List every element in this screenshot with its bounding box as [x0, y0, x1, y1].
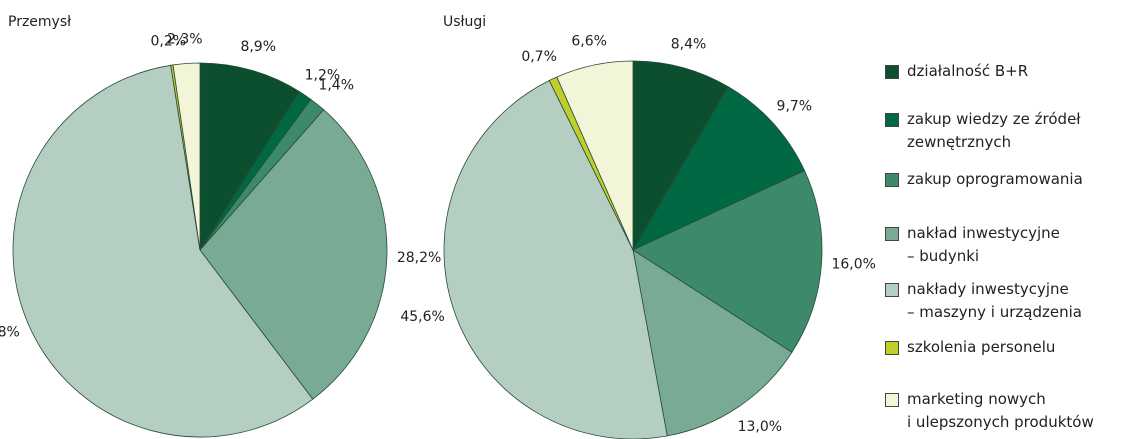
legend-swatch	[885, 227, 899, 241]
legend-item: działalność B+R	[885, 60, 1028, 83]
pie-slice	[632, 86, 806, 251]
legend-label: zakup wiedzy ze źródeł zewnętrznych	[907, 110, 1081, 151]
legend-item: nakłady inwestycyjne – maszyny i urządze…	[885, 278, 1082, 324]
legend-item: szkolenia personelu	[885, 336, 1055, 359]
data-label: 1,4%	[318, 78, 354, 94]
pie-slice	[556, 60, 634, 251]
data-label: 8,9%	[240, 39, 276, 55]
data-label: 28,2%	[397, 250, 441, 266]
data-label: 1,2%	[305, 67, 341, 83]
data-label: 57,8%	[0, 325, 20, 341]
legend-label: zakup oprogramowania	[907, 170, 1083, 188]
legend-swatch	[885, 393, 899, 407]
pie-slice	[172, 62, 201, 251]
data-label: 2,3%	[167, 32, 203, 48]
legend-swatch	[885, 283, 899, 297]
legend-swatch	[885, 65, 899, 79]
legend-swatch	[885, 173, 899, 187]
pie-slice	[632, 249, 793, 437]
pie-slice	[12, 64, 314, 438]
pie-slice	[443, 79, 668, 439]
legend-label: nakłady inwestycyjne – maszyny i urządze…	[907, 280, 1082, 321]
legend-label: nakład inwestycyjne – budynki	[907, 224, 1060, 265]
legend-item: zakup oprogramowania	[885, 168, 1083, 191]
data-label: 0,2%	[151, 33, 187, 49]
pie-slice	[199, 109, 388, 400]
legend-item: zakup wiedzy ze źródeł zewnętrznych	[885, 108, 1081, 154]
data-label: 13,0%	[738, 419, 782, 435]
chart-title: Usługi	[443, 14, 486, 30]
legend-label: szkolenia personelu	[907, 338, 1056, 356]
legend-item: nakład inwestycyjne – budynki	[885, 222, 1060, 268]
pie-slice	[632, 60, 729, 252]
legend-item: marketing nowych i ulepszonych produktów	[885, 388, 1094, 434]
legend-label: działalność B+R	[907, 62, 1029, 80]
data-label: 16,0%	[831, 257, 875, 273]
chart-title: Przemysł	[8, 14, 71, 30]
pie-slice	[632, 170, 823, 353]
data-label: 45,6%	[400, 309, 444, 325]
data-label: 9,7%	[777, 99, 813, 115]
pie-slice	[199, 62, 300, 252]
data-label: 0,7%	[521, 49, 557, 65]
legend-swatch	[885, 341, 899, 355]
data-label: 8,4%	[671, 36, 707, 52]
data-label: 6,6%	[571, 34, 607, 50]
legend-swatch	[885, 113, 899, 127]
charts: Przemysł Usługi 8,9% 1,2%1,4% 28,2% 57,8% 0,…	[0, 14, 876, 439]
legend-label: marketing nowych i ulepszonych produktów	[907, 390, 1094, 431]
